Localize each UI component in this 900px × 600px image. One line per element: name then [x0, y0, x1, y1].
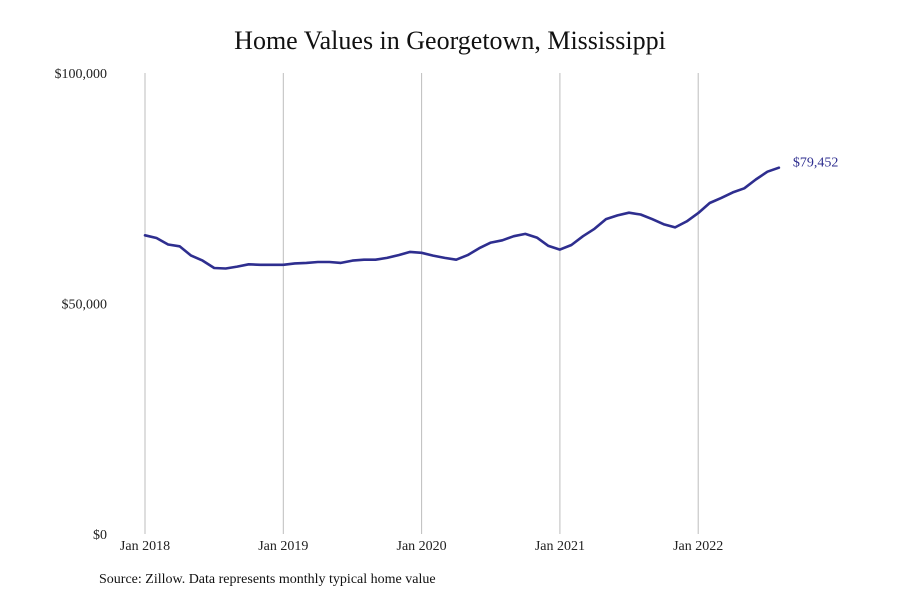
- x-tick-label: Jan 2019: [258, 539, 308, 554]
- x-tick-label: Jan 2018: [120, 539, 170, 554]
- source-footnote: Source: Zillow. Data represents monthly …: [99, 572, 436, 587]
- series-line: [143, 166, 781, 270]
- y-tick-label: $0: [93, 528, 107, 543]
- x-tick-label: Jan 2020: [397, 539, 447, 554]
- chart-title: Home Values in Georgetown, Mississippi: [234, 26, 666, 55]
- x-tick-label: Jan 2022: [673, 539, 723, 554]
- x-tick-label: Jan 2021: [535, 539, 585, 554]
- y-tick-label: $100,000: [55, 67, 108, 82]
- y-tick-label: $50,000: [62, 298, 108, 313]
- y-axis-tick-labels: $0 $50,000 $100,000: [55, 67, 108, 543]
- end-value-label: $79,452: [793, 156, 839, 171]
- series-lines: [143, 166, 781, 270]
- x-axis-tick-labels: Jan 2018 Jan 2019 Jan 2020 Jan 2021 Jan 2022: [120, 539, 723, 554]
- data-labels: $79,452: [793, 156, 839, 171]
- vertical-gridlines: [144, 73, 699, 534]
